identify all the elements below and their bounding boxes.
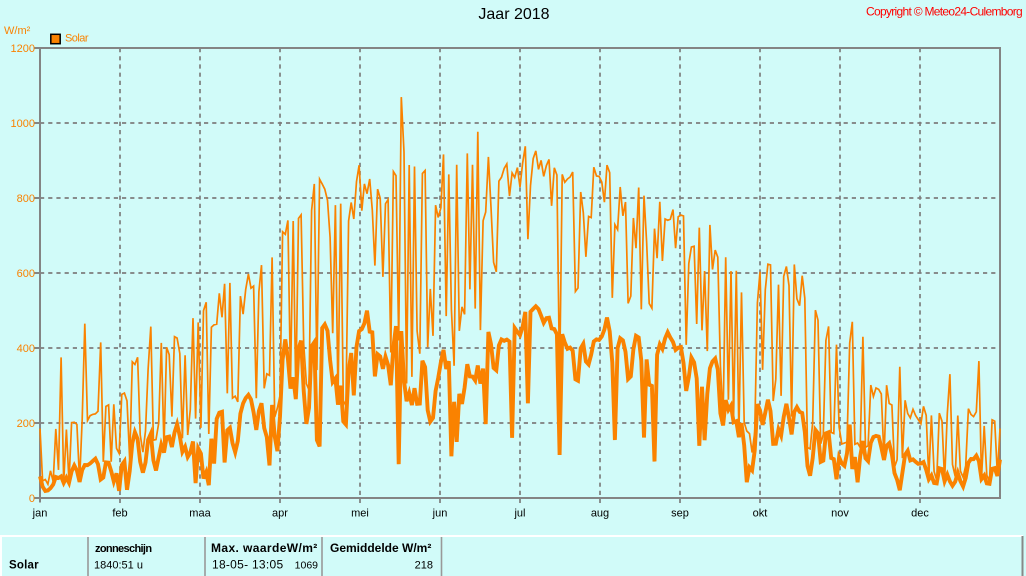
svg-text:jan: jan: [32, 508, 48, 520]
svg-text:Copyright © Meteo24-Culemborg: Copyright © Meteo24-Culemborg: [866, 5, 1022, 19]
svg-text:okt: okt: [753, 508, 768, 520]
svg-text:1069: 1069: [295, 560, 319, 572]
svg-text:W/m²: W/m²: [4, 25, 31, 37]
svg-text:218: 218: [415, 560, 433, 572]
svg-text:feb: feb: [112, 508, 127, 520]
svg-text:1200: 1200: [11, 43, 35, 55]
svg-text:18-05- 13:05: 18-05- 13:05: [212, 558, 283, 572]
svg-text:sep: sep: [671, 508, 689, 520]
svg-text:Max. waardeW/m²: Max. waardeW/m²: [211, 541, 318, 555]
svg-text:1840:51 u: 1840:51 u: [94, 560, 143, 572]
svg-text:dec: dec: [911, 508, 929, 520]
svg-text:200: 200: [17, 418, 35, 430]
svg-text:aug: aug: [591, 508, 609, 520]
svg-text:Gemiddelde W/m²: Gemiddelde W/m²: [330, 541, 431, 555]
svg-text:400: 400: [17, 343, 35, 355]
svg-text:1000: 1000: [11, 118, 35, 130]
svg-text:jul: jul: [513, 508, 525, 520]
svg-text:Jaar 2018: Jaar 2018: [478, 6, 549, 23]
svg-text:600: 600: [17, 268, 35, 280]
svg-text:maa: maa: [189, 508, 211, 520]
svg-text:jun: jun: [432, 508, 448, 520]
svg-text:apr: apr: [272, 508, 288, 520]
svg-text:800: 800: [17, 193, 35, 205]
svg-text:mei: mei: [351, 508, 369, 520]
svg-text:zonneschijn: zonneschijn: [95, 543, 152, 555]
svg-text:Solar: Solar: [9, 560, 39, 572]
svg-text:Solar: Solar: [65, 33, 89, 45]
svg-text:nov: nov: [831, 508, 849, 520]
svg-text:0: 0: [29, 493, 35, 505]
